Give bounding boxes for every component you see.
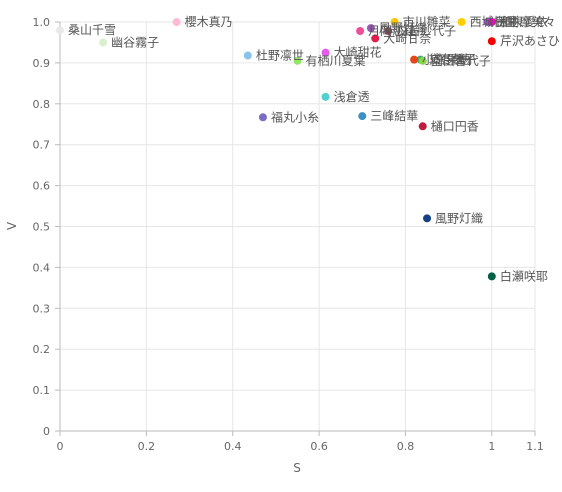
y-tick-label: 0.8	[33, 98, 51, 111]
x-axis-title: S	[293, 461, 301, 475]
x-tick-label: 0.6	[310, 440, 328, 453]
data-label: 幽谷霧子	[111, 35, 159, 49]
data-point	[243, 51, 252, 60]
y-tick-label: 0.4	[33, 261, 51, 274]
data-point	[321, 92, 330, 101]
data-point	[366, 24, 375, 33]
y-tick-label: 0.1	[33, 384, 51, 397]
data-label: 市川雛菜	[403, 14, 451, 29]
x-tick-label: 0.4	[224, 440, 242, 453]
data-point	[487, 18, 496, 26]
data-label: 大崎甜花	[334, 45, 382, 60]
y-tick-label: 0.6	[33, 180, 51, 193]
data-label: 風野灯織	[379, 21, 427, 35]
data-point	[418, 56, 427, 65]
data-label: 田中摩美々	[496, 14, 556, 29]
data-points	[56, 18, 496, 281]
y-tick-label: 0.3	[33, 302, 51, 315]
data-label: 芹沢あさひ	[500, 34, 560, 48]
data-point	[457, 18, 466, 26]
data-point	[56, 26, 64, 35]
data-point	[99, 38, 108, 47]
data-label: 大崎甘奈	[383, 31, 431, 45]
y-tick-label: 0.5	[33, 221, 51, 234]
y-tick-label: 0.9	[33, 57, 51, 70]
grid	[59, 21, 536, 432]
data-point	[321, 48, 330, 57]
data-label: 桑山千雪	[68, 23, 116, 37]
x-axis-ticks: 0 0.2 0.4 0.6 0.8 1 1.1	[57, 431, 544, 453]
x-tick-label: 1	[488, 440, 495, 453]
data-point	[172, 18, 181, 26]
data-label: 黛冬優子	[429, 52, 477, 67]
data-point	[418, 122, 427, 131]
data-label: 小宮果穂	[422, 52, 470, 67]
y-axis-ticks: 0 0.1 0.2 0.3 0.4 0.5 0.6 0.7 0.8 0.9 1.0	[33, 16, 60, 438]
y-axis-title: V	[5, 221, 19, 230]
data-label: 和泉愛依	[500, 14, 548, 29]
data-point	[410, 55, 419, 64]
y-tick-label: 0.2	[33, 343, 51, 356]
data-label: 樋口円香	[431, 118, 479, 133]
x-tick-label: 0.8	[397, 440, 415, 453]
data-point	[423, 214, 432, 223]
data-label: 白瀬咲耶	[500, 268, 548, 283]
data-point	[371, 34, 380, 43]
data-label: 白石紗代子	[396, 23, 456, 38]
x-tick-label: 0.2	[138, 440, 156, 453]
data-point	[293, 56, 302, 65]
data-point	[487, 37, 496, 46]
data-label: 月岡恋鐘	[368, 23, 416, 38]
y-tick-label: 1.0	[33, 16, 51, 29]
data-label: 福丸小糸	[271, 109, 319, 124]
data-point	[390, 18, 399, 26]
y-tick-label: 0.7	[33, 139, 51, 152]
data-point	[258, 113, 267, 122]
data-point	[384, 26, 393, 35]
data-label: 櫻木真乃	[185, 14, 233, 29]
data-point	[356, 26, 365, 35]
data-label: 有栖川夏葉	[306, 53, 366, 68]
data-label: 杜野凛世	[256, 48, 304, 63]
data-point	[487, 272, 496, 281]
x-tick-label: 1.1	[526, 440, 544, 453]
data-label: 西城樹里	[470, 15, 518, 29]
x-tick-label: 0	[57, 440, 64, 453]
y-tick-label: 0	[43, 425, 50, 438]
data-label: 浅倉透	[334, 89, 370, 104]
data-label: 三峰結華	[370, 109, 418, 123]
data-point	[358, 112, 367, 121]
data-label: 風野灯織	[435, 211, 483, 225]
data-label: 園田智代子	[431, 53, 491, 68]
